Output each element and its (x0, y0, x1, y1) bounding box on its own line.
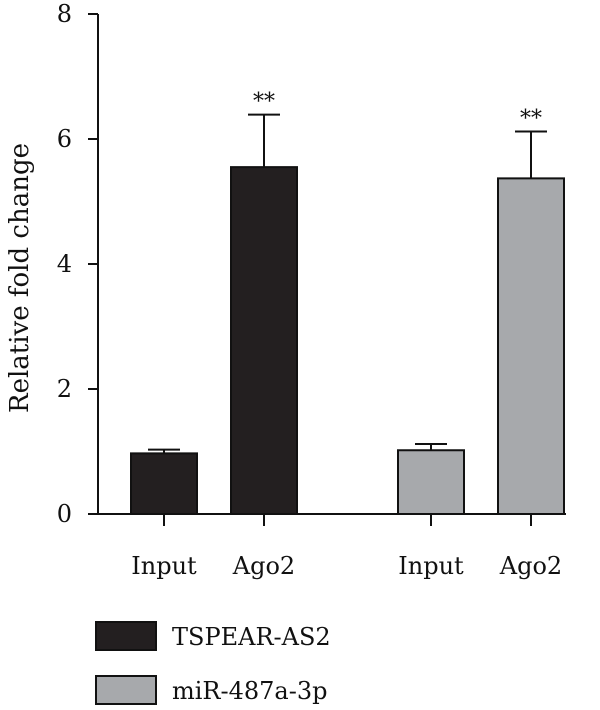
y-tick-label: 2 (57, 375, 72, 403)
x-tick-label: Input (398, 552, 464, 580)
y-axis-title: Relative fold change (5, 143, 35, 413)
legend-swatch (95, 621, 157, 651)
bar (497, 177, 565, 515)
bar (230, 166, 298, 515)
y-tick-label: 0 (57, 500, 72, 528)
legend: TSPEAR-AS2 miR-487a-3p (95, 621, 331, 705)
legend-label: miR-487a-3p (172, 677, 327, 705)
x-tick-label: Ago2 (232, 552, 295, 580)
significance-label: ** (520, 107, 542, 132)
axes: 0 2 4 6 8 Relative fold change Input Ago2 Input A… (5, 0, 566, 580)
significance-label: ** (253, 90, 275, 115)
y-tick-label: 4 (57, 250, 72, 278)
legend-swatch (95, 675, 157, 705)
x-tick-label: Ago2 (499, 552, 562, 580)
y-tick-label: 6 (57, 125, 72, 153)
y-tick-label: 8 (57, 0, 72, 28)
bar (130, 452, 198, 515)
bars: ** ** (130, 90, 565, 515)
bar (397, 449, 465, 515)
x-tick-label: Input (131, 552, 197, 580)
legend-label: TSPEAR-AS2 (172, 623, 331, 651)
